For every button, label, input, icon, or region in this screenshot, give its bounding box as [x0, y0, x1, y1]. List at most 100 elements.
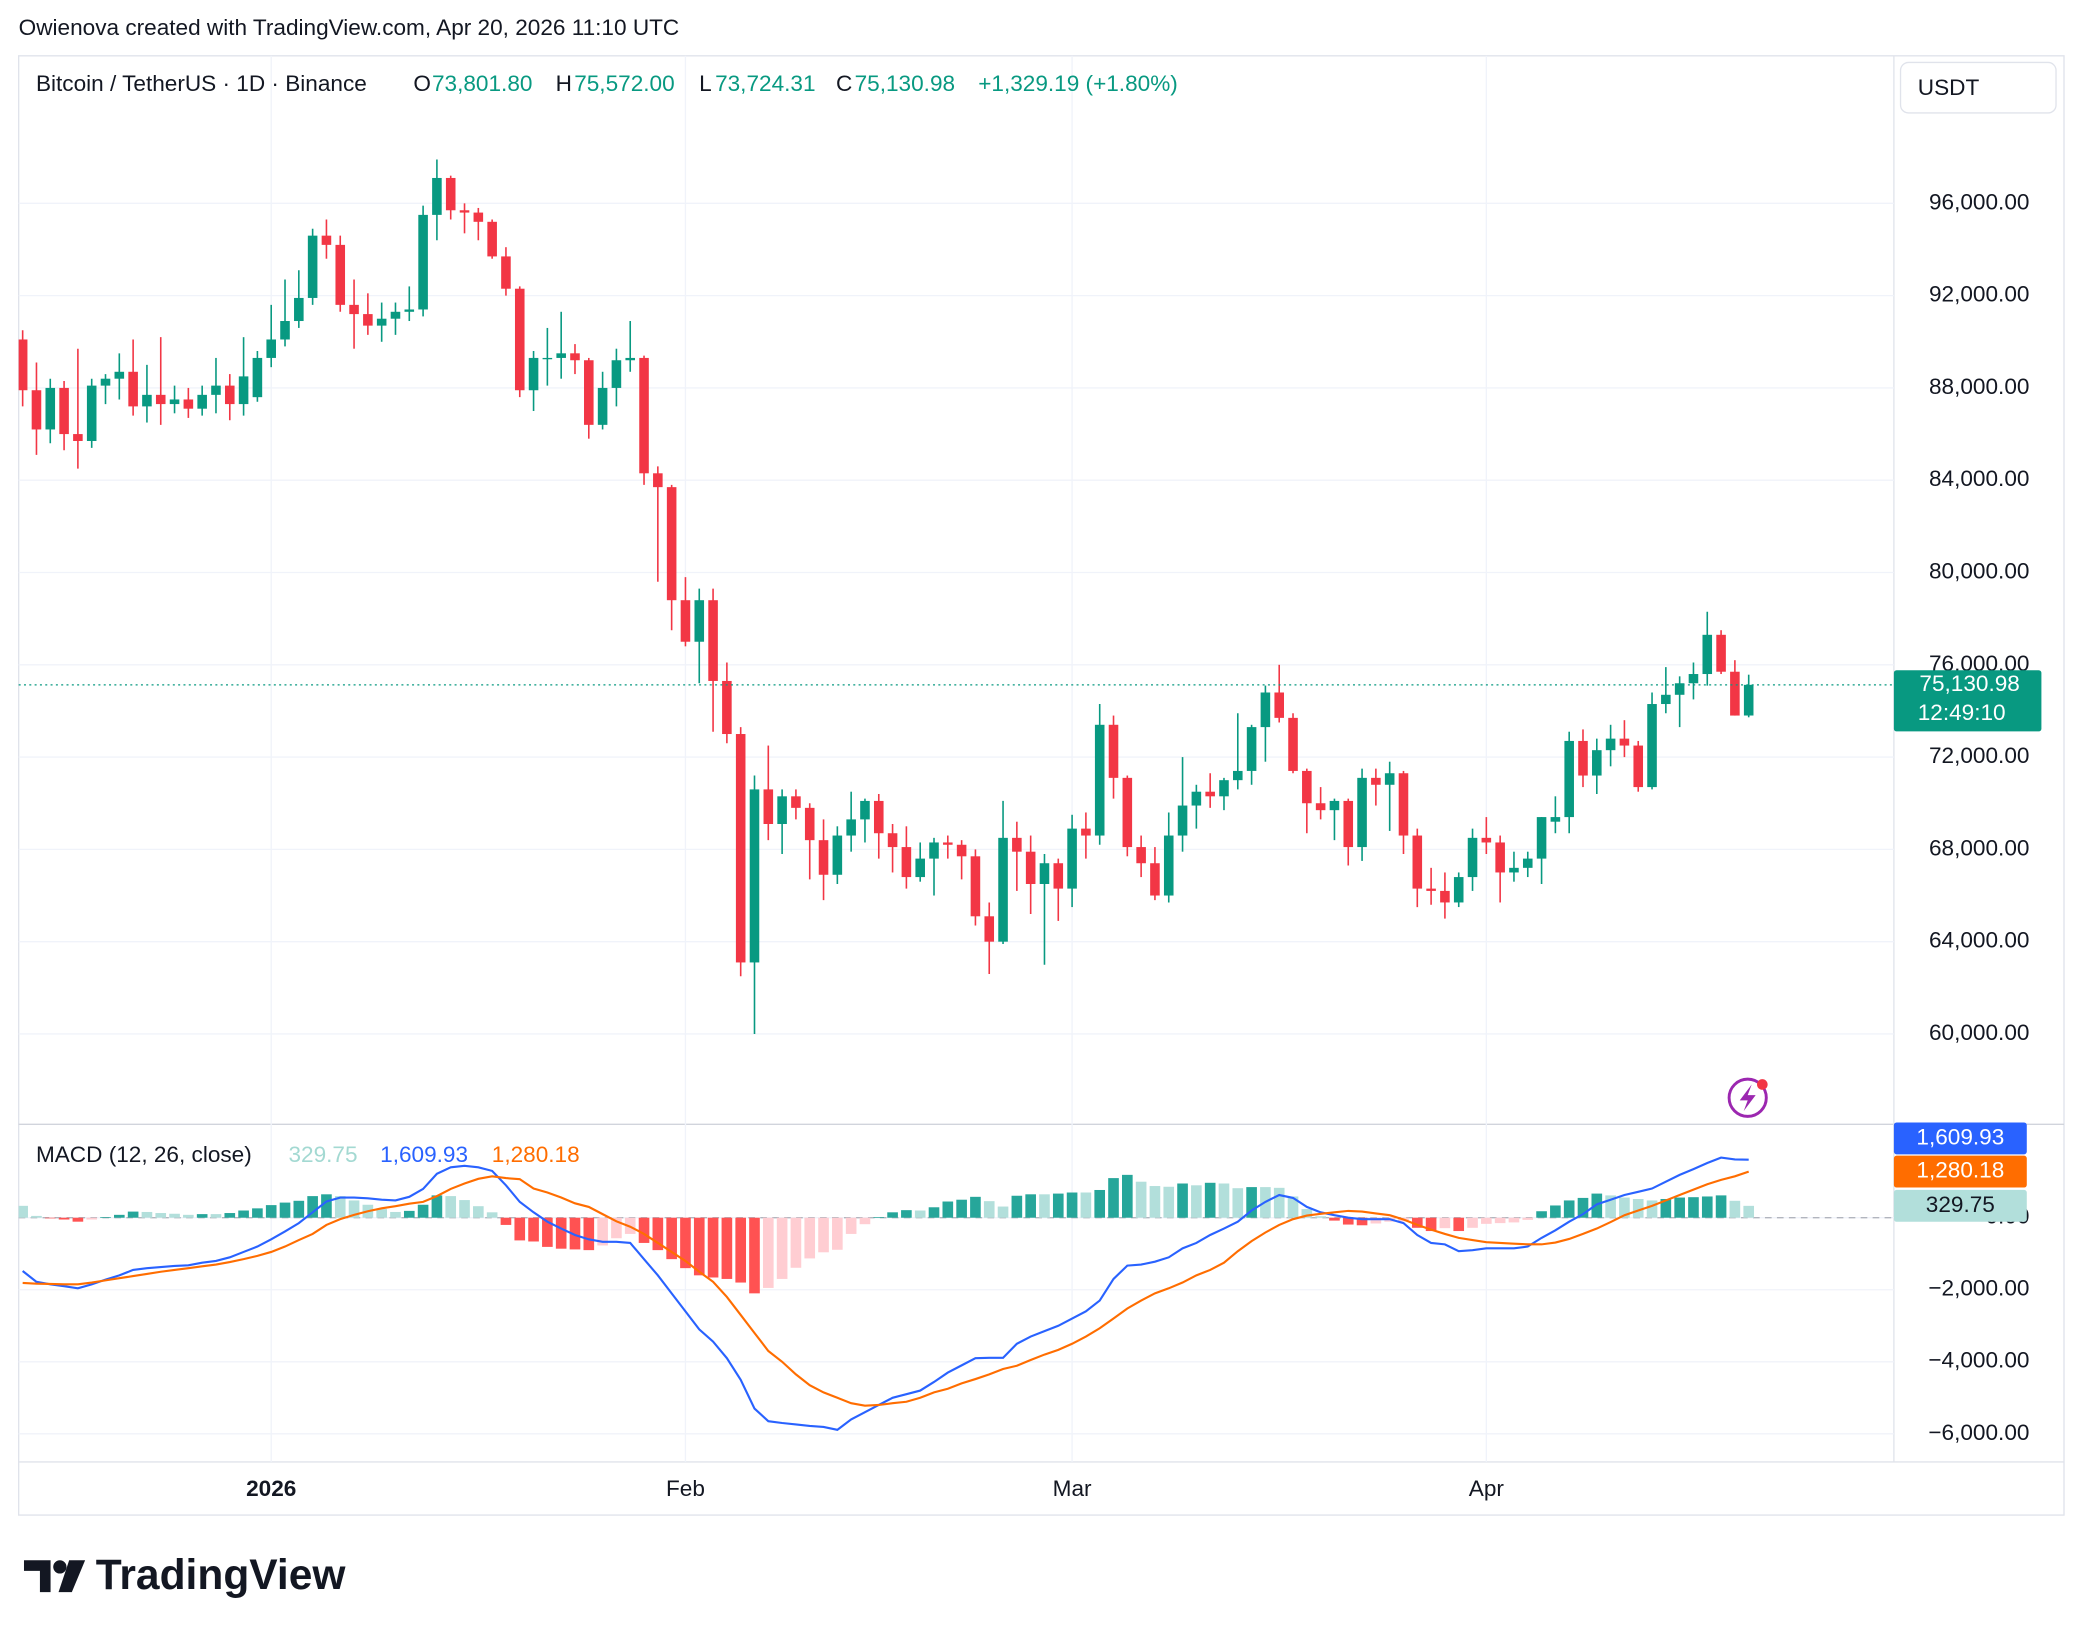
histogram-bar: [528, 1217, 539, 1242]
candle-body: [860, 800, 870, 820]
candle-body: [1150, 863, 1160, 896]
currency-button[interactable]: [1899, 61, 2057, 114]
candle-body: [1509, 867, 1519, 873]
candle-body: [169, 399, 180, 405]
histogram-bar: [1411, 1217, 1423, 1228]
y-tick-label: −4,000.00: [1928, 1348, 2029, 1373]
histogram-bar: [928, 1207, 940, 1218]
indicator-title: MACD (12, 26, close): [36, 1142, 252, 1167]
candle-body: [735, 734, 746, 963]
candle-body: [1412, 835, 1423, 889]
candle-body: [818, 840, 829, 875]
histogram-bar: [1646, 1200, 1658, 1218]
histogram-bar: [983, 1201, 995, 1218]
histogram-bar: [542, 1217, 553, 1247]
value-box: [1893, 1122, 2027, 1155]
candle-body: [1067, 828, 1077, 889]
histogram-bar: [459, 1200, 470, 1218]
histogram-bar: [169, 1213, 180, 1218]
legend-value: 75,130.98: [855, 71, 955, 96]
countdown-label: 12:49:10: [1918, 700, 2006, 725]
histogram-bar: [1494, 1217, 1506, 1224]
candle-body: [1081, 828, 1091, 836]
candle-body: [349, 304, 359, 315]
histogram-bar: [1066, 1192, 1078, 1218]
candle-body: [142, 394, 152, 407]
logo-text: TradingView: [96, 1552, 347, 1599]
histogram-bar: [514, 1217, 526, 1241]
histogram-bar: [18, 1205, 28, 1218]
candle-body: [625, 357, 636, 361]
candle-body: [376, 318, 387, 326]
histogram-bar: [348, 1200, 360, 1218]
candle-body: [611, 360, 622, 388]
candle-body: [943, 842, 953, 845]
histogram-bar: [279, 1202, 291, 1218]
chart-frame: [18, 55, 2065, 1516]
histogram-bar: [376, 1209, 387, 1218]
histogram-bar: [1453, 1217, 1465, 1232]
histogram-bar: [1315, 1216, 1326, 1218]
histogram-bar: [693, 1217, 705, 1276]
candle-body: [887, 833, 898, 848]
histogram-bar: [113, 1214, 125, 1218]
histogram-bar: [832, 1217, 843, 1250]
currency-label[interactable]: USDT: [1918, 75, 1980, 100]
histogram-bar: [238, 1210, 249, 1218]
candle-body: [653, 473, 663, 488]
candle-body: [1246, 727, 1257, 771]
histogram-bar: [431, 1195, 443, 1218]
histogram-bar: [555, 1217, 567, 1249]
histogram-bar: [1301, 1209, 1313, 1218]
histogram-bar: [666, 1217, 677, 1260]
histogram-bar: [31, 1215, 42, 1218]
y-tick-label: 84,000.00: [1929, 466, 2029, 491]
histogram-bar: [72, 1217, 84, 1222]
value-box: [1893, 1189, 2027, 1222]
candle-body: [1384, 773, 1395, 785]
candle-body: [1163, 835, 1174, 896]
histogram-bar: [155, 1213, 167, 1218]
histogram-bar: [321, 1194, 332, 1218]
candle-body: [321, 235, 332, 245]
candle-body: [1661, 694, 1671, 705]
indicator-value: 1,609.93: [380, 1142, 468, 1167]
candle-body: [252, 357, 263, 398]
y-tick-label: 92,000.00: [1929, 282, 2029, 307]
histogram-bar: [1467, 1217, 1478, 1228]
candle-body: [1302, 770, 1312, 804]
candle-body: [1136, 847, 1146, 864]
histogram-bar: [1135, 1181, 1147, 1218]
candle-body: [584, 360, 594, 425]
x-tick-label: Feb: [666, 1476, 705, 1501]
histogram-bar: [597, 1217, 608, 1246]
candle-body: [459, 210, 470, 213]
marks: [18, 159, 1755, 1431]
candle-body: [211, 385, 221, 395]
candle-body: [114, 371, 125, 379]
histogram-bar: [638, 1217, 650, 1243]
histogram-bar: [1425, 1217, 1437, 1232]
x-tick-label: Mar: [1053, 1476, 1092, 1501]
candle-body: [680, 600, 691, 642]
candle-body: [956, 844, 967, 857]
histogram-bar: [1729, 1200, 1741, 1218]
histogram-bar: [749, 1217, 760, 1294]
last-price-label: 75,130.98: [1919, 671, 2019, 696]
candle-body: [777, 796, 787, 825]
candle-body: [1219, 780, 1229, 797]
histogram-bar: [1108, 1178, 1119, 1218]
histogram-bar: [486, 1212, 498, 1218]
candle-body: [473, 212, 484, 222]
histogram-bar: [887, 1212, 898, 1218]
logo: [23, 1560, 86, 1593]
candle-body: [1578, 740, 1588, 776]
overlay: 60,000.0064,000.0068,000.0072,000.0076,0…: [18, 189, 2042, 1501]
alert-icon[interactable]: [1727, 1077, 1768, 1118]
watermark: Owienova created with TradingView.com, A…: [19, 15, 680, 40]
histogram-bar: [569, 1217, 581, 1250]
histogram-bar: [86, 1217, 98, 1220]
candle-body: [100, 378, 111, 386]
